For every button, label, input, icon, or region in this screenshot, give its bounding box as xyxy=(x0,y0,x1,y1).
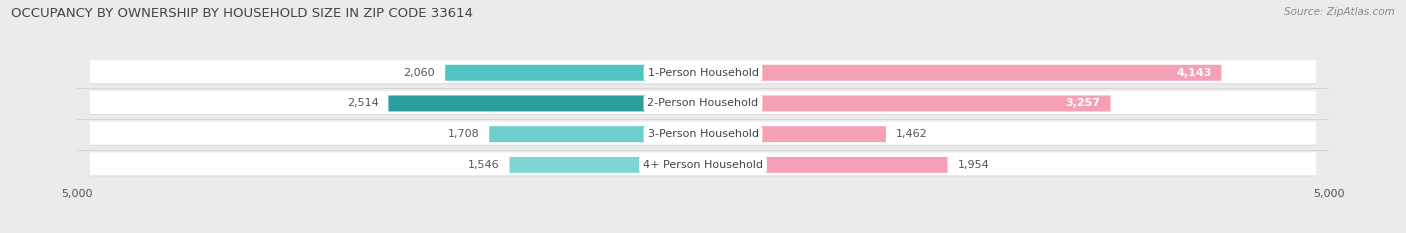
Text: 2-Person Household: 2-Person Household xyxy=(647,99,759,109)
FancyBboxPatch shape xyxy=(703,96,1111,111)
FancyBboxPatch shape xyxy=(446,65,703,81)
Text: 2,060: 2,060 xyxy=(404,68,436,78)
FancyBboxPatch shape xyxy=(90,152,1316,175)
Text: 4+ Person Household: 4+ Person Household xyxy=(643,160,763,170)
FancyBboxPatch shape xyxy=(509,157,703,173)
Text: 4,143: 4,143 xyxy=(1175,68,1212,78)
Text: 1,462: 1,462 xyxy=(896,129,928,139)
FancyBboxPatch shape xyxy=(90,60,1316,83)
Text: 1-Person Household: 1-Person Household xyxy=(648,68,758,78)
FancyBboxPatch shape xyxy=(489,126,703,142)
FancyBboxPatch shape xyxy=(703,157,948,173)
FancyBboxPatch shape xyxy=(90,122,1316,145)
Text: 1,708: 1,708 xyxy=(447,129,479,139)
Text: 3-Person Household: 3-Person Household xyxy=(648,129,758,139)
FancyBboxPatch shape xyxy=(703,65,1222,81)
Text: 1,954: 1,954 xyxy=(957,160,990,170)
FancyBboxPatch shape xyxy=(90,91,1316,114)
Text: Source: ZipAtlas.com: Source: ZipAtlas.com xyxy=(1284,7,1395,17)
FancyBboxPatch shape xyxy=(90,92,1316,115)
FancyBboxPatch shape xyxy=(90,153,1316,176)
FancyBboxPatch shape xyxy=(388,96,703,111)
FancyBboxPatch shape xyxy=(90,123,1316,146)
Text: 3,257: 3,257 xyxy=(1066,99,1101,109)
FancyBboxPatch shape xyxy=(90,61,1316,84)
Text: OCCUPANCY BY OWNERSHIP BY HOUSEHOLD SIZE IN ZIP CODE 33614: OCCUPANCY BY OWNERSHIP BY HOUSEHOLD SIZE… xyxy=(11,7,474,20)
Text: 1,546: 1,546 xyxy=(468,160,499,170)
FancyBboxPatch shape xyxy=(703,126,886,142)
Text: 2,514: 2,514 xyxy=(347,99,378,109)
